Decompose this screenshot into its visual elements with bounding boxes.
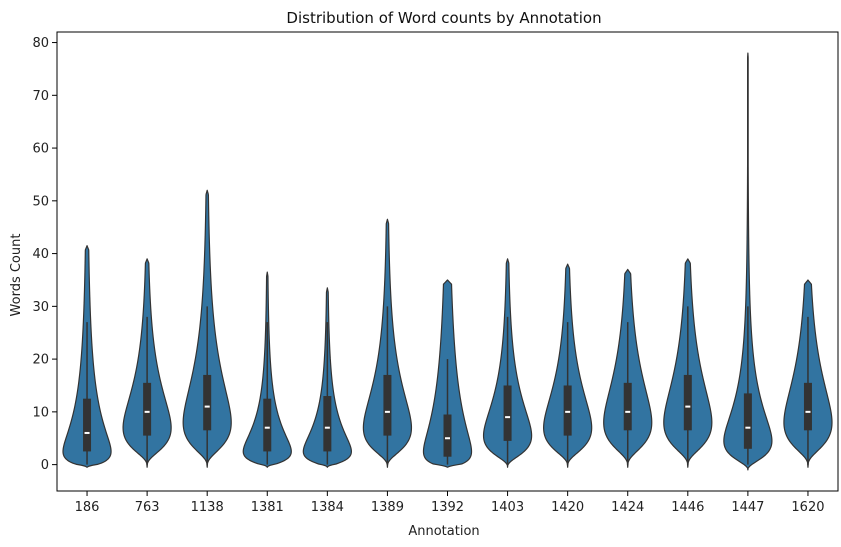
x-tick-label: 1420 — [551, 500, 584, 515]
x-tick-label: 1381 — [251, 500, 284, 515]
violin-iqr-box-1384 — [323, 396, 332, 452]
y-tick-label: 40 — [32, 247, 49, 262]
violin-median-1620 — [805, 410, 811, 413]
violin-median-1384 — [324, 426, 330, 429]
violin-iqr-box-1403 — [503, 385, 512, 441]
violin-median-186 — [84, 431, 90, 434]
x-tick-label: 1384 — [311, 500, 344, 515]
violin-median-1424 — [625, 410, 631, 413]
violin-median-763 — [144, 410, 150, 413]
violin-median-1138 — [204, 405, 210, 408]
y-tick-label: 20 — [32, 353, 49, 368]
y-tick-label: 0 — [41, 458, 49, 473]
x-tick-label: 763 — [135, 500, 160, 515]
y-tick-label: 30 — [32, 300, 49, 315]
violin-median-1381 — [264, 426, 270, 429]
plot-area: 0 10 20 30 40 50 60 70 80 186 763 1138 1381 1384 1389 1… — [32, 31, 839, 515]
x-tick-label: 1447 — [731, 500, 764, 515]
violin-iqr-box-1381 — [263, 398, 272, 452]
chart-title: Distribution of Word counts by Annotatio… — [286, 9, 601, 27]
violin-median-1446 — [685, 405, 691, 408]
violin-iqr-box-1389 — [383, 374, 392, 436]
x-tick-label: 1389 — [371, 500, 404, 515]
y-tick-label: 80 — [32, 36, 49, 51]
x-tick-label: 186 — [75, 500, 100, 515]
x-tick-label: 1446 — [671, 500, 704, 515]
y-axis-label: Words Count — [9, 234, 24, 317]
x-tick-label: 1424 — [611, 500, 644, 515]
violin-iqr-box-1447 — [743, 393, 752, 449]
violin-median-1403 — [505, 416, 511, 419]
x-tick-label: 1138 — [191, 500, 224, 515]
violin-iqr-box-1620 — [803, 382, 812, 431]
violin-iqr-box-186 — [83, 398, 92, 452]
y-tick-label: 70 — [32, 89, 49, 104]
violin-iqr-box-1138 — [203, 374, 212, 431]
x-tick-label: 1620 — [791, 500, 824, 515]
x-tick-label: 1392 — [431, 500, 464, 515]
x-tick-label: 1403 — [491, 500, 524, 515]
x-axis-label: Annotation — [408, 524, 479, 539]
violin-iqr-box-763 — [143, 382, 152, 436]
violin-body-1447 — [723, 52, 773, 471]
violin-iqr-box-1424 — [623, 382, 632, 431]
y-tick-label: 50 — [32, 194, 49, 209]
violin-median-1389 — [384, 410, 390, 413]
violin-median-1420 — [565, 410, 571, 413]
violin-iqr-box-1446 — [683, 374, 692, 431]
violin-median-1392 — [445, 437, 450, 440]
violin-iqr-box-1420 — [563, 385, 572, 436]
violin-iqr-box-1392 — [443, 414, 452, 457]
y-tick-label: 10 — [32, 405, 49, 420]
y-tick-label: 60 — [32, 142, 49, 157]
violin-median-1447 — [745, 426, 751, 429]
